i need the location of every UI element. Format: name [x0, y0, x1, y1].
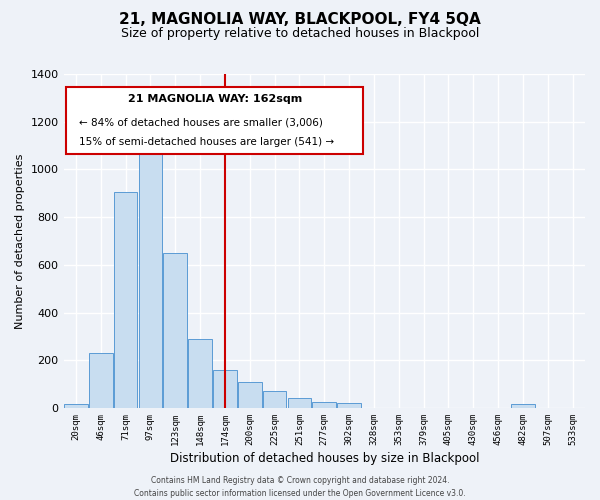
Bar	[238, 382, 262, 408]
Bar	[511, 404, 535, 408]
Bar	[287, 398, 311, 408]
Y-axis label: Number of detached properties: Number of detached properties	[15, 154, 25, 328]
Bar	[64, 404, 88, 408]
X-axis label: Distribution of detached houses by size in Blackpool: Distribution of detached houses by size …	[170, 452, 479, 465]
Bar	[89, 353, 113, 408]
Bar	[139, 152, 162, 408]
FancyBboxPatch shape	[66, 88, 364, 154]
Bar	[213, 370, 237, 408]
Bar	[313, 402, 336, 408]
Text: Size of property relative to detached houses in Blackpool: Size of property relative to detached ho…	[121, 28, 479, 40]
Text: Contains HM Land Registry data © Crown copyright and database right 2024.
Contai: Contains HM Land Registry data © Crown c…	[134, 476, 466, 498]
Bar	[263, 391, 286, 408]
Bar	[163, 253, 187, 408]
Bar	[337, 403, 361, 408]
Text: ← 84% of detached houses are smaller (3,006): ← 84% of detached houses are smaller (3,…	[79, 117, 323, 127]
Text: 21, MAGNOLIA WAY, BLACKPOOL, FY4 5QA: 21, MAGNOLIA WAY, BLACKPOOL, FY4 5QA	[119, 12, 481, 28]
Text: 15% of semi-detached houses are larger (541) →: 15% of semi-detached houses are larger (…	[79, 137, 334, 147]
Text: 21 MAGNOLIA WAY: 162sqm: 21 MAGNOLIA WAY: 162sqm	[128, 94, 302, 104]
Bar	[188, 339, 212, 408]
Bar	[114, 192, 137, 408]
